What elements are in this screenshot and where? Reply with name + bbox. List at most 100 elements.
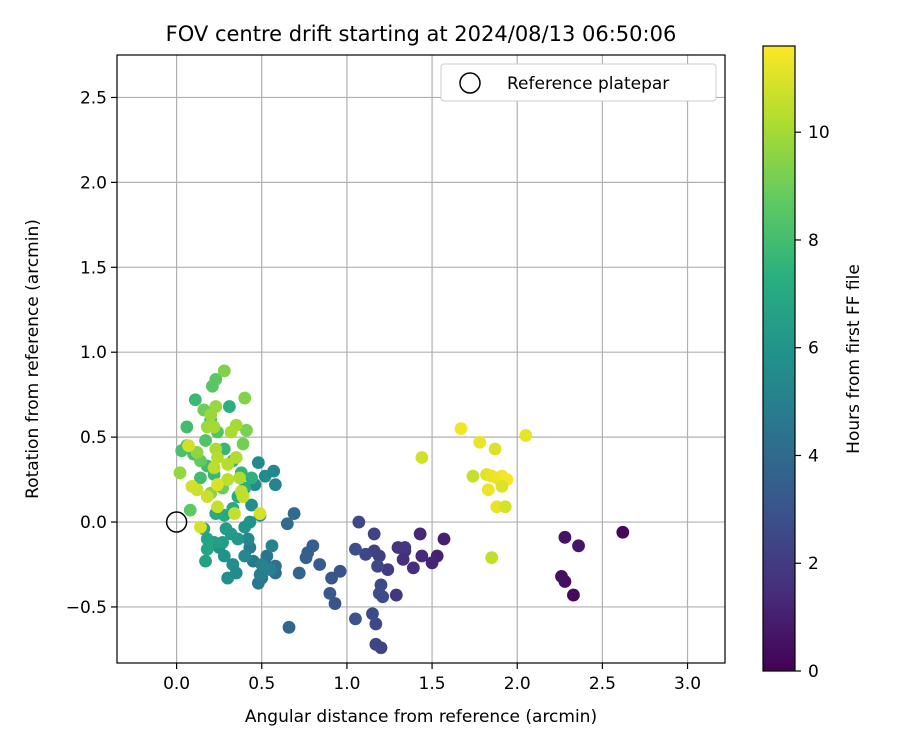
- data-point: [190, 446, 204, 459]
- data-point: [180, 420, 194, 434]
- data-point: [567, 588, 580, 602]
- data-point: [454, 422, 468, 436]
- x-tick-label: 3.0: [674, 674, 701, 694]
- data-point: [366, 607, 379, 621]
- data-point: [194, 471, 207, 485]
- data-point: [258, 469, 272, 483]
- data-point: [238, 549, 252, 563]
- data-point: [280, 517, 294, 531]
- y-tick-label: 0.0: [80, 513, 107, 533]
- data-point: [211, 478, 224, 492]
- data-point: [226, 558, 240, 571]
- data-point: [495, 479, 509, 493]
- data-point: [616, 525, 630, 539]
- chart-title: FOV centre drift starting at 2024/08/13 …: [166, 22, 677, 46]
- colorbar: 0 2 4 6 8 10 Hours from first FF file: [762, 45, 864, 682]
- data-points: [173, 364, 630, 655]
- data-point: [325, 571, 338, 585]
- data-point: [223, 400, 236, 413]
- data-point: [481, 483, 495, 497]
- data-point: [200, 490, 214, 503]
- data-point: [485, 551, 499, 565]
- x-tick-label: 1.0: [333, 674, 360, 694]
- data-point: [199, 434, 212, 447]
- data-point: [268, 478, 282, 492]
- data-point: [238, 520, 252, 534]
- data-point: [228, 507, 241, 520]
- legend-marker: [459, 72, 481, 94]
- data-point: [437, 532, 451, 546]
- data-point: [217, 364, 231, 378]
- legend-box: [440, 63, 717, 102]
- data-point: [240, 423, 253, 437]
- colorbar-label: Hours from first FF file: [844, 264, 864, 454]
- data-point: [352, 515, 366, 529]
- data-point: [236, 437, 250, 451]
- data-point: [245, 498, 258, 512]
- y-tick-label: 0.5: [80, 428, 107, 448]
- data-point: [287, 507, 301, 520]
- data-point: [238, 391, 252, 405]
- data-point: [200, 542, 214, 556]
- data-point: [253, 507, 267, 520]
- y-tick-label: −0.5: [66, 598, 107, 618]
- data-point: [558, 530, 572, 544]
- data-point: [251, 456, 265, 469]
- data-point: [182, 439, 195, 453]
- x-tick-label: 0.5: [248, 674, 275, 694]
- data-point: [425, 556, 439, 570]
- data-point: [209, 372, 223, 386]
- colorbar-tick-label: 10: [808, 123, 830, 143]
- data-point: [188, 393, 202, 407]
- data-point: [224, 425, 238, 439]
- data-point: [200, 532, 214, 546]
- x-tick-label: 2.5: [589, 674, 616, 694]
- data-point: [282, 620, 296, 634]
- data-point: [185, 479, 199, 493]
- data-point: [498, 500, 512, 514]
- data-point: [211, 451, 224, 464]
- data-point: [207, 461, 221, 475]
- data-point: [253, 568, 267, 582]
- data-point: [396, 553, 410, 566]
- data-point: [328, 597, 342, 610]
- colorbar-ticks: 0 2 4 6 8 10: [795, 123, 830, 682]
- data-point: [349, 612, 362, 626]
- data-point: [207, 420, 221, 434]
- data-point: [406, 561, 420, 575]
- data-point: [265, 539, 279, 553]
- colorbar-tick-label: 6: [808, 339, 819, 359]
- colorbar-tick-label: 4: [808, 446, 819, 466]
- x-axis-ticks: 0.0 0.5 1.0 1.5 2.0 2.5 3.0: [163, 663, 701, 694]
- data-point: [333, 564, 347, 578]
- y-tick-label: 2.5: [80, 88, 107, 108]
- data-point: [374, 641, 388, 655]
- colorbar-tick-label: 0: [808, 662, 819, 682]
- y-tick-label: 1.0: [80, 343, 107, 363]
- data-point: [389, 588, 403, 602]
- data-point: [199, 554, 212, 568]
- data-point: [255, 558, 269, 571]
- data-point: [229, 451, 243, 464]
- x-tick-label: 1.5: [419, 674, 446, 694]
- data-point: [221, 571, 235, 585]
- data-point: [371, 559, 384, 573]
- data-point: [413, 527, 427, 541]
- data-point: [359, 547, 373, 561]
- colorbar-tick-label: 8: [808, 231, 819, 251]
- data-point: [555, 569, 568, 583]
- reference-marker: [165, 511, 188, 533]
- data-point: [219, 522, 233, 536]
- data-point: [372, 586, 386, 600]
- data-point: [369, 617, 383, 631]
- plot-frame: [116, 54, 726, 664]
- data-point: [245, 471, 258, 485]
- data-point: [221, 473, 235, 486]
- data-point: [217, 508, 231, 522]
- data-point: [221, 457, 235, 471]
- y-axis-ticks: −0.5 0.0 0.5 1.0 1.5 2.0 2.5: [66, 88, 117, 618]
- data-point: [488, 442, 502, 456]
- y-tick-label: 2.0: [80, 173, 107, 193]
- data-point: [173, 466, 187, 480]
